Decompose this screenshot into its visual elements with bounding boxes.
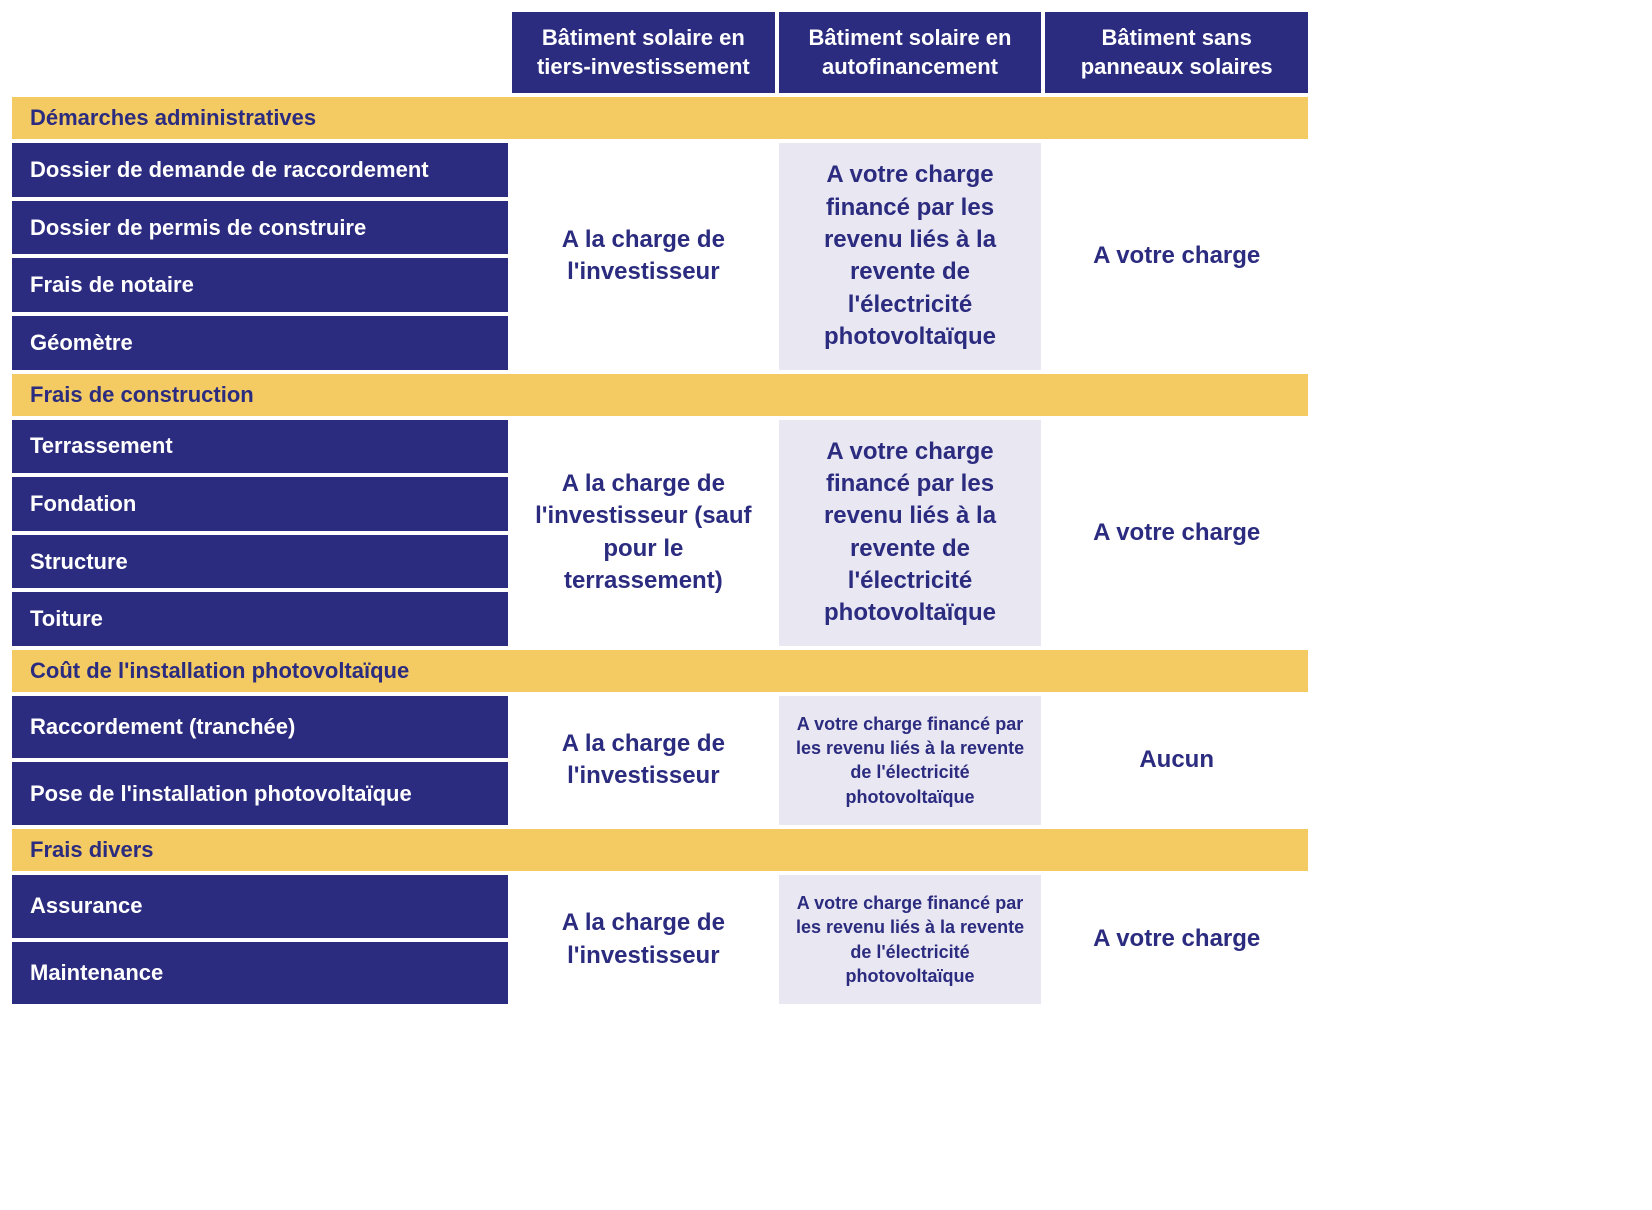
row-labels: Dossier de demande de raccordementDossie… bbox=[10, 141, 510, 371]
header-row: Bâtiment solaire en tiers-investissement… bbox=[10, 10, 1310, 95]
value-cell-col2: A votre charge financé par les revenu li… bbox=[777, 418, 1044, 648]
value-cell-col3: A votre charge bbox=[1043, 141, 1310, 371]
row-label: Raccordement (tranchée) bbox=[10, 694, 510, 761]
value-cell-col1: A la charge de l'investisseur bbox=[510, 873, 777, 1006]
value-cell-col1: A la charge de l'investisseur bbox=[510, 694, 777, 827]
col-header-1: Bâtiment solaire en tiers-investissement bbox=[510, 10, 777, 95]
value-cell-col3: A votre charge bbox=[1043, 418, 1310, 648]
value-cell-col2: A votre charge financé par les revenu li… bbox=[777, 141, 1044, 371]
row-label: Assurance bbox=[10, 873, 510, 940]
row-labels: TerrassementFondationStructureToiture bbox=[10, 418, 510, 648]
comparison-table: Bâtiment solaire en tiers-investissement… bbox=[10, 10, 1310, 1006]
row-labels: AssuranceMaintenance bbox=[10, 873, 510, 1006]
section-body: TerrassementFondationStructureToitureA l… bbox=[10, 418, 1310, 648]
section-header: Frais de construction bbox=[10, 372, 1310, 418]
row-label: Frais de notaire bbox=[10, 256, 510, 314]
section-header: Frais divers bbox=[10, 827, 1310, 873]
section-body: Dossier de demande de raccordementDossie… bbox=[10, 141, 1310, 371]
section-body: AssuranceMaintenanceA la charge de l'inv… bbox=[10, 873, 1310, 1006]
row-label: Maintenance bbox=[10, 940, 510, 1007]
row-label: Terrassement bbox=[10, 418, 510, 476]
row-label: Fondation bbox=[10, 475, 510, 533]
section-header: Coût de l'installation photovoltaïque bbox=[10, 648, 1310, 694]
value-cell-col1: A la charge de l'investisseur (sauf pour… bbox=[510, 418, 777, 648]
value-cell-col3: A votre charge bbox=[1043, 873, 1310, 1006]
header-corner bbox=[10, 10, 510, 95]
row-label: Toiture bbox=[10, 590, 510, 648]
section-header: Démarches administratives bbox=[10, 95, 1310, 141]
col-header-2: Bâtiment solaire en autofinancement bbox=[777, 10, 1044, 95]
row-labels: Raccordement (tranchée)Pose de l'install… bbox=[10, 694, 510, 827]
col-header-3: Bâtiment sans panneaux solaires bbox=[1043, 10, 1310, 95]
value-cell-col2: A votre charge financé par les revenu li… bbox=[777, 873, 1044, 1006]
value-cell-col1: A la charge de l'investisseur bbox=[510, 141, 777, 371]
value-cell-col3: Aucun bbox=[1043, 694, 1310, 827]
row-label: Structure bbox=[10, 533, 510, 591]
row-label: Pose de l'installation photovoltaïque bbox=[10, 760, 510, 827]
row-label: Dossier de demande de raccordement bbox=[10, 141, 510, 199]
value-cell-col2: A votre charge financé par les revenu li… bbox=[777, 694, 1044, 827]
sections-container: Démarches administrativesDossier de dema… bbox=[10, 95, 1310, 1006]
section-body: Raccordement (tranchée)Pose de l'install… bbox=[10, 694, 1310, 827]
row-label: Géomètre bbox=[10, 314, 510, 372]
row-label: Dossier de permis de construire bbox=[10, 199, 510, 257]
